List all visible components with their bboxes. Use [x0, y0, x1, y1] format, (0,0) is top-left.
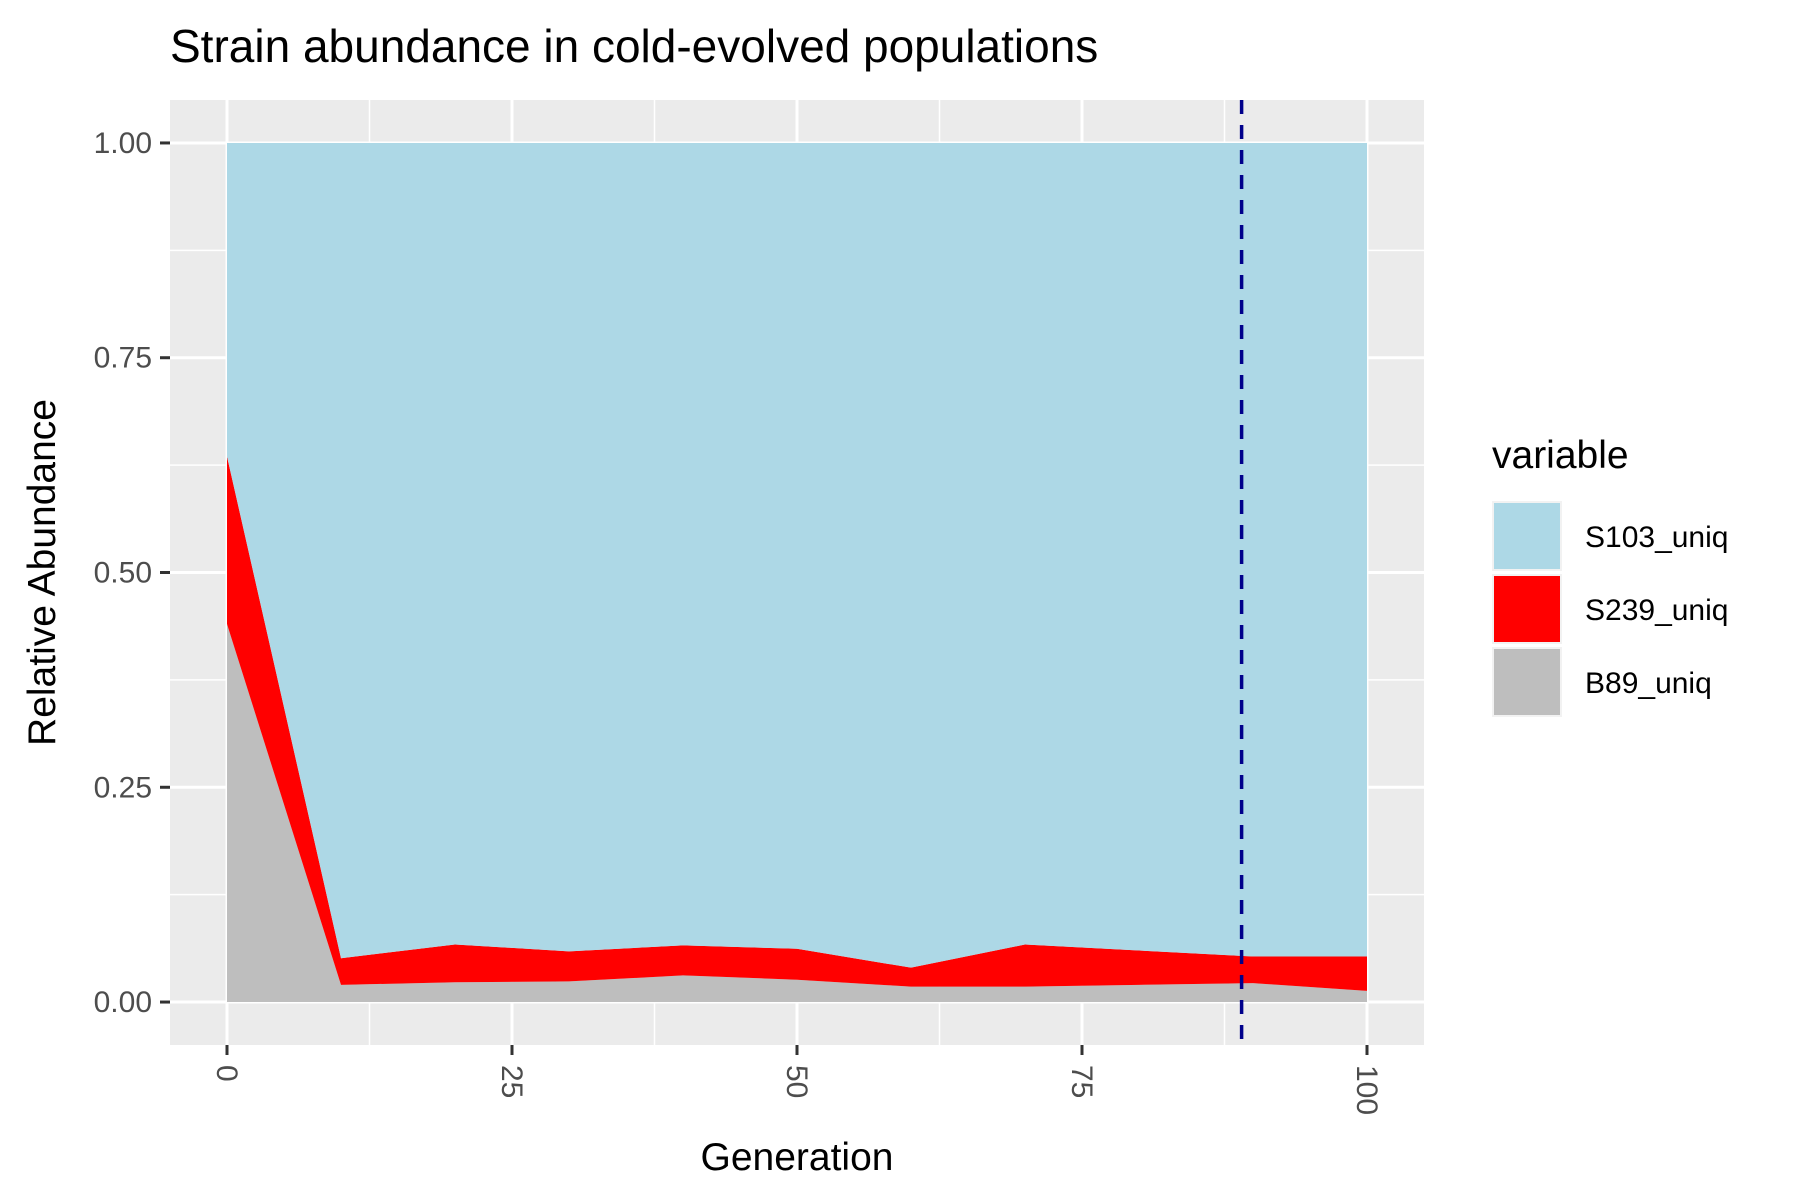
x-axis: 0 25 50 75 100	[210, 1045, 1383, 1115]
x-tick-label: 25	[495, 1065, 528, 1098]
chart-title: Strain abundance in cold-evolved populat…	[170, 20, 1098, 72]
y-axis-title: Relative Abundance	[21, 399, 64, 746]
y-tick-label: 1.00	[94, 127, 152, 160]
x-tick-label: 75	[1065, 1065, 1098, 1098]
stacked-areas	[227, 142, 1367, 1003]
legend-swatch-S103_uniq	[1494, 503, 1560, 569]
legend-swatch-B89_uniq	[1494, 649, 1560, 715]
legend-items: S103_uniq S239_uniq B89_uniq	[1492, 501, 1728, 717]
area-S103_uniq	[227, 142, 1367, 968]
y-tick-label: 0.25	[94, 771, 152, 804]
legend: variable S103_uniq S239_uniq B89_uniq	[1492, 434, 1728, 717]
x-tick-label: 0	[210, 1065, 243, 1082]
x-tick-label: 100	[1350, 1065, 1383, 1115]
y-tick-label: 0.50	[94, 557, 152, 590]
legend-swatch-S239_uniq	[1494, 576, 1560, 642]
y-axis: 0.00 0.25 0.50 0.75 1.00	[94, 127, 170, 1019]
legend-label-B89_uniq: B89_uniq	[1585, 667, 1712, 700]
legend-label-S103_uniq: S103_uniq	[1585, 521, 1728, 554]
x-tick-label: 50	[780, 1065, 813, 1098]
legend-label-S239_uniq: S239_uniq	[1585, 594, 1728, 627]
y-tick-label: 0.75	[94, 342, 152, 375]
x-axis-title: Generation	[701, 1136, 894, 1179]
legend-title: variable	[1492, 434, 1629, 477]
y-tick-label: 0.00	[94, 986, 152, 1019]
